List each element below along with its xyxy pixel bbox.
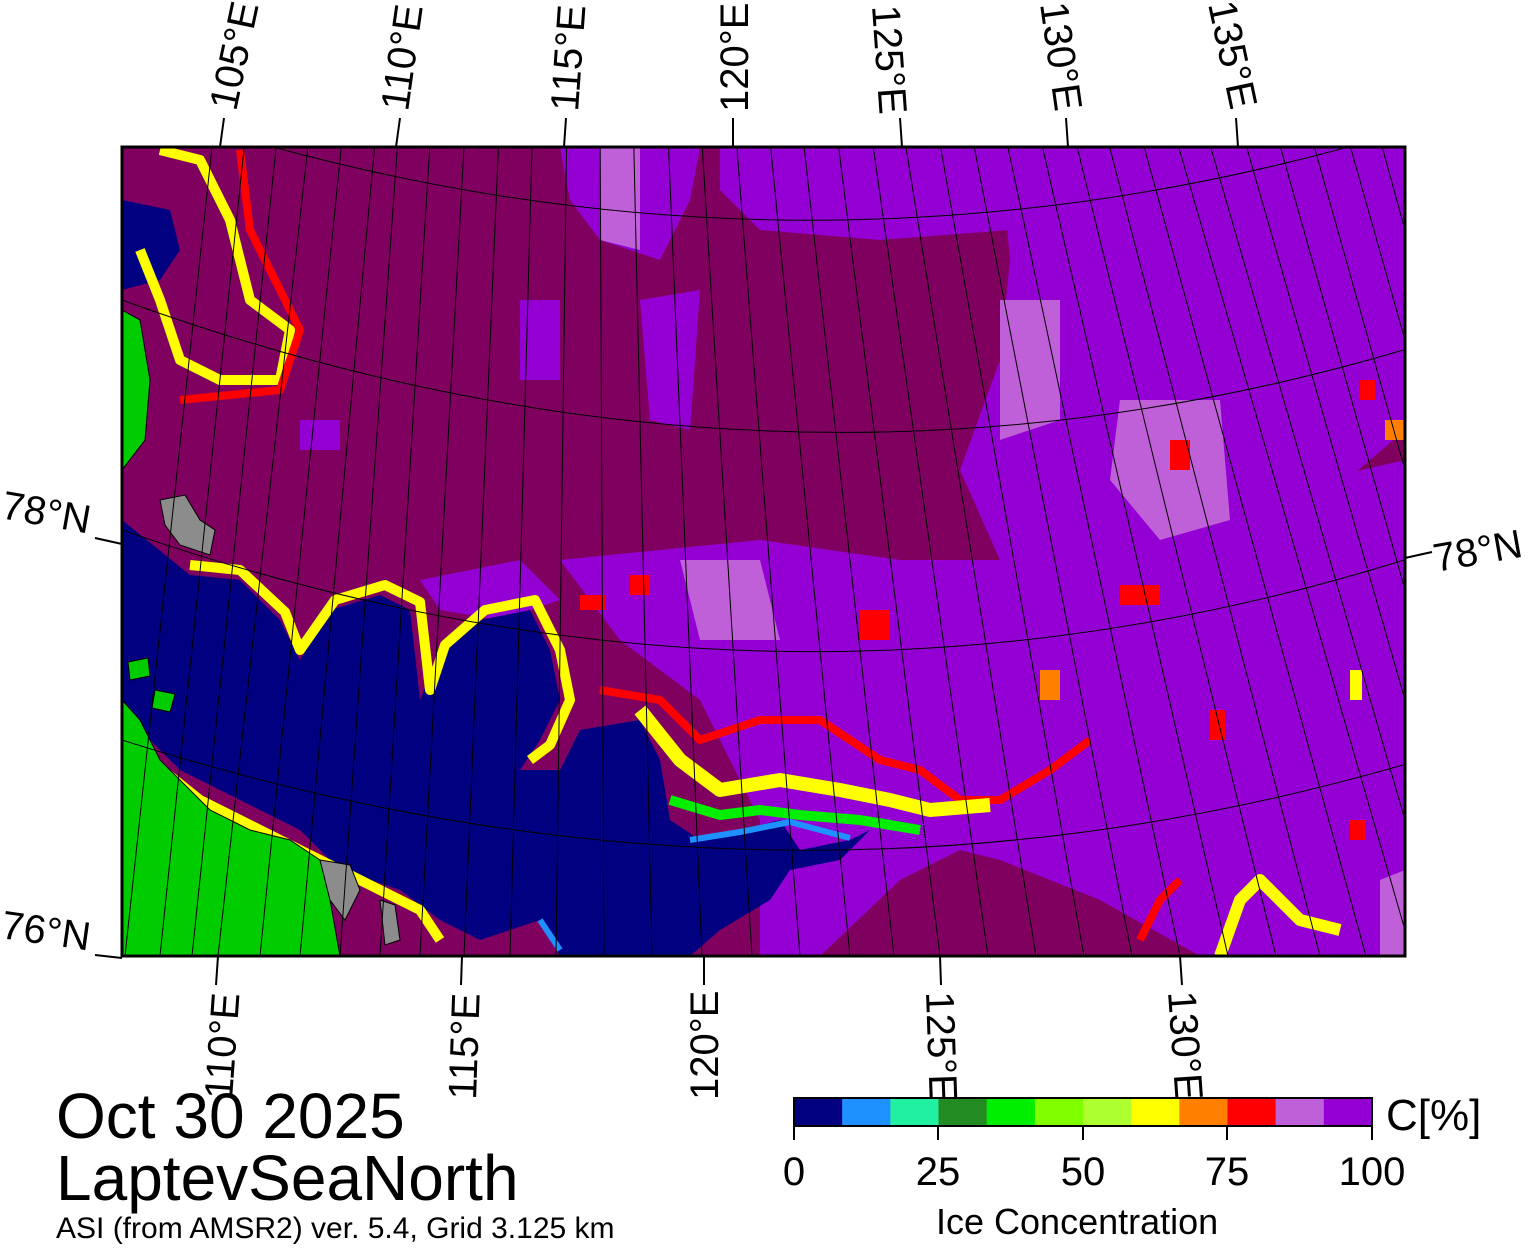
parallels: [122, 147, 1405, 851]
colorbar-ticks: [793, 1126, 1373, 1140]
region-label: LaptevSeaNorth: [56, 1142, 519, 1214]
colorbar-cell: [938, 1098, 988, 1126]
bottom-lon-label: 125°E: [917, 991, 965, 1102]
colorbar-tick-label: 100: [1338, 1150, 1406, 1194]
top-lon-label: 130°E: [1031, 0, 1090, 114]
colorbar-cell: [986, 1098, 1036, 1126]
colorbar-unit: C[%]: [1386, 1091, 1482, 1140]
open-water-nw: [122, 200, 180, 290]
bottom-lon-label: 120°E: [683, 991, 727, 1100]
lat-label-right: 78°N: [1430, 522, 1526, 581]
colorbar-cell: [1179, 1098, 1228, 1126]
top-lon-labels: 105°E 110°E 115°E 120°E 125°E 130°E 135°…: [202, 0, 1265, 116]
top-lon-label: 110°E: [373, 2, 431, 114]
tick-marks: [94, 117, 1433, 986]
colorbar-tick-label: 0: [782, 1150, 806, 1194]
bottom-lon-labels: 110°E 115°E 120°E 125°E 130°E: [197, 990, 1210, 1102]
lat-label-left: 76°N: [0, 903, 93, 959]
date-label: Oct 30 2025: [56, 1080, 405, 1152]
colorbar-cell: [842, 1098, 891, 1126]
orange-spots: [1040, 420, 1405, 700]
colorbar-cells: [794, 1098, 1373, 1126]
source-label: ASI (from AMSR2) ver. 5.4, Grid 3.125 km: [56, 1212, 615, 1245]
map-frame: [120, 145, 1407, 958]
top-lon-label: 125°E: [863, 4, 915, 116]
colorbar-tick-label: 25: [915, 1150, 961, 1194]
top-lon-label: 135°E: [1199, 0, 1265, 113]
colorbar-cell: [794, 1098, 843, 1126]
meridians: [124, 147, 1405, 956]
top-lon-label: 120°E: [713, 3, 757, 112]
land: [122, 309, 401, 956]
colorbar-cell: [1131, 1098, 1180, 1126]
bottom-lon-label: 130°E: [1159, 990, 1211, 1102]
colorbar-cell: [1323, 1098, 1373, 1126]
colorbar-cell: [1227, 1098, 1277, 1126]
yellow-spots: [1350, 670, 1362, 700]
colorbar-tick-label: 75: [1204, 1150, 1250, 1194]
top-lon-label: 105°E: [202, 0, 268, 114]
colorbar-title: Ice Concentration: [936, 1201, 1219, 1242]
colorbar-cell: [890, 1098, 939, 1126]
colorbar-cell: [1034, 1098, 1084, 1126]
lat-label-left: 78°N: [0, 484, 94, 543]
map-fill: [122, 147, 1405, 956]
bottom-lon-label: 115°E: [441, 992, 489, 1100]
colorbar-cell: [1083, 1098, 1132, 1126]
colorbar-cell: [1275, 1098, 1325, 1126]
colorbar: [793, 1097, 1373, 1140]
top-lon-label: 115°E: [543, 3, 594, 112]
colorbar-tick-label: 50: [1060, 1150, 1106, 1194]
bottom-lon-label: 110°E: [197, 991, 248, 1100]
